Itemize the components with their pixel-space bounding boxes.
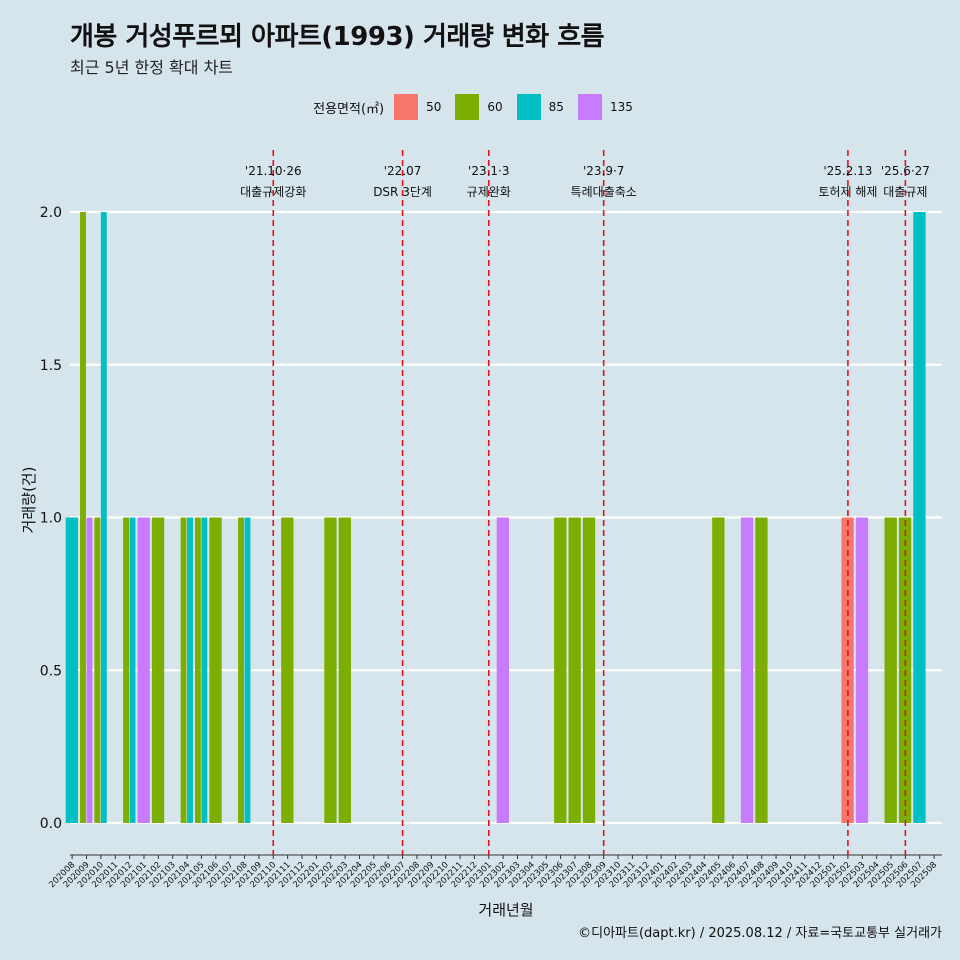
chart-title: 개봉 거성푸르뫼 아파트(1993) 거래량 변화 흐름	[70, 22, 605, 52]
event-date-label: '25.2.13	[823, 164, 872, 178]
legend-label-135: 135	[609, 100, 633, 114]
legend-label-60: 60	[487, 100, 503, 114]
event-date-label: '23.1·3	[468, 164, 509, 178]
bar-60-202010	[94, 517, 101, 823]
legend-item-50: 50	[394, 94, 441, 120]
bar-85-202108	[244, 517, 251, 823]
y-axis-title: 거래량(건)	[20, 467, 38, 534]
bar-60-202106	[209, 517, 222, 823]
bar-60-202104	[180, 517, 187, 823]
bar-60-202408	[755, 517, 768, 823]
legend-swatch-135	[577, 94, 602, 120]
y-tick-label: 0.5	[40, 663, 62, 679]
legend-title: 전용면적(㎡)	[313, 101, 385, 117]
legend-item-135: 135	[577, 94, 633, 120]
bar-85-202008	[65, 517, 79, 823]
bar-60-202306	[554, 517, 567, 823]
legend-label-85: 85	[548, 100, 564, 114]
event-name-label: 특례대출축소	[571, 185, 637, 199]
event-name-label: DSR 3단계	[373, 185, 432, 199]
legend: 전용면적(㎡) 50 60 85 135	[0, 93, 960, 121]
event-date-label: '22.07	[384, 164, 422, 178]
legend-label-50: 50	[426, 100, 442, 114]
bar-60-202308	[582, 517, 596, 823]
legend-swatch-60	[455, 94, 480, 120]
event-date-label: '23.9·7	[583, 164, 624, 178]
bar-60-202009	[80, 212, 86, 823]
bar-85-202507	[913, 212, 926, 823]
bar-135-202503	[855, 517, 869, 823]
bar-135-202009	[86, 517, 93, 823]
bar-85-202104	[187, 517, 193, 823]
y-tick-label: 1.5	[40, 358, 62, 374]
bar-60-202202	[324, 517, 337, 823]
event-date-label: '25.6·27	[881, 164, 930, 178]
bar-135-202407	[740, 517, 754, 823]
legend-swatch-85	[516, 94, 541, 120]
event-name-label: 규제완화	[467, 185, 511, 199]
event-name-label: 대출규제강화	[240, 185, 306, 199]
event-name-label: 토허제 해제	[818, 185, 877, 199]
y-tick-label: 2.0	[40, 205, 62, 221]
source-caption: ©디아파트(dapt.kr) / 2025.08.12 / 자료=국토교통부 실…	[578, 926, 942, 941]
x-axis-title: 거래년월	[478, 901, 533, 919]
bar-60-202111	[281, 517, 294, 823]
event-date-label: '21.10·26	[245, 164, 302, 178]
legend-item-85: 85	[516, 94, 564, 120]
bar-135-202101	[137, 517, 150, 823]
bar-60-202405	[712, 517, 725, 823]
bar-60-202203	[338, 517, 351, 823]
legend-swatch-50	[394, 94, 419, 120]
legend-item-60: 60	[455, 94, 503, 120]
bar-85-202010	[100, 212, 107, 823]
bar-60-202505	[884, 517, 897, 823]
bar-60-202012	[123, 517, 130, 823]
y-tick-label: 1.0	[40, 511, 62, 527]
bar-60-202102	[151, 517, 165, 823]
event-name-label: 대출규제	[883, 185, 927, 199]
bar-135-202302	[496, 517, 509, 823]
bar-85-202012	[129, 517, 136, 823]
y-tick-label: 0.0	[40, 816, 62, 832]
bar-60-202307	[568, 517, 581, 823]
bar-60-202105	[194, 517, 201, 823]
bar-60-202108	[238, 517, 244, 823]
bar-85-202105	[201, 517, 208, 823]
chart-subtitle: 최근 5년 한정 확대 차트	[70, 58, 234, 77]
